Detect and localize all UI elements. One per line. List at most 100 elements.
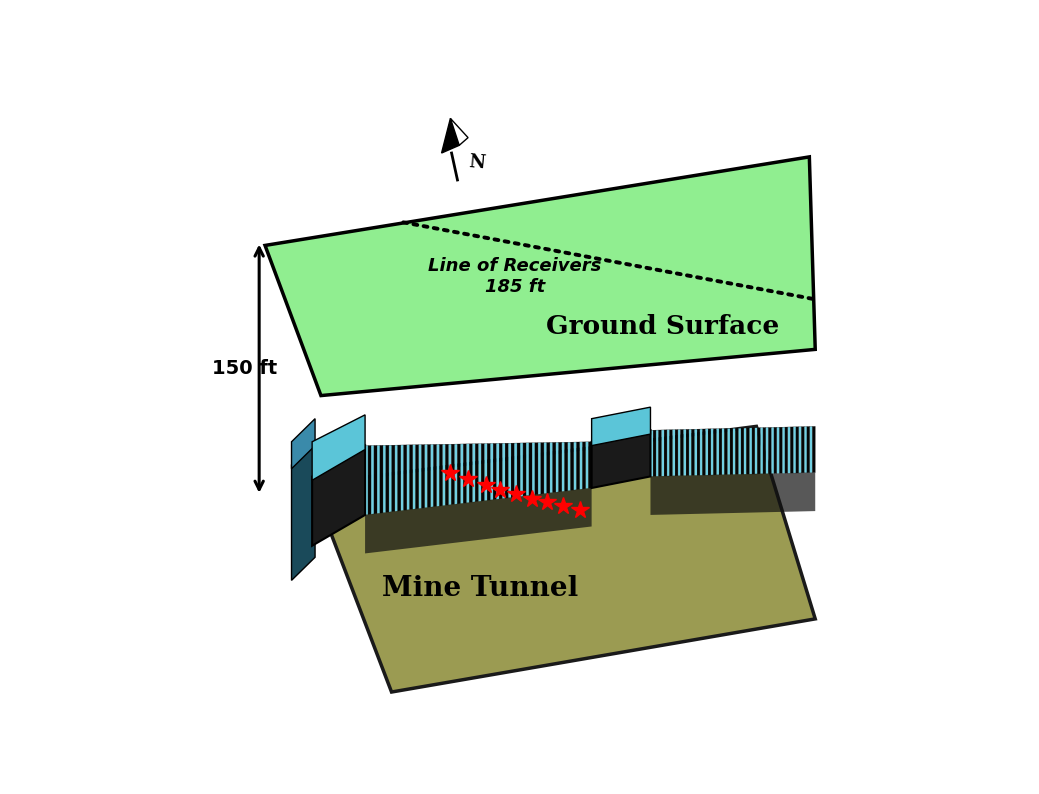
Polygon shape [312,445,365,545]
Polygon shape [439,445,443,506]
Polygon shape [664,430,667,476]
Polygon shape [412,445,416,509]
Polygon shape [292,441,315,580]
Polygon shape [722,429,724,475]
Polygon shape [757,428,761,474]
Polygon shape [547,442,550,493]
Polygon shape [774,427,777,473]
Polygon shape [497,443,499,499]
Polygon shape [449,444,452,505]
Polygon shape [591,430,650,488]
Polygon shape [681,430,684,476]
Polygon shape [368,445,371,515]
Polygon shape [771,427,774,473]
Polygon shape [589,441,591,488]
Polygon shape [700,429,702,476]
Polygon shape [407,445,409,510]
Polygon shape [450,118,468,145]
Polygon shape [365,488,591,553]
Polygon shape [511,443,514,498]
Polygon shape [521,443,523,496]
Polygon shape [457,444,460,504]
Polygon shape [442,118,459,153]
Polygon shape [371,445,374,515]
Polygon shape [689,430,692,476]
Polygon shape [662,430,664,476]
Polygon shape [654,430,656,476]
Polygon shape [419,445,422,508]
Text: Ground Surface: Ground Surface [545,314,779,339]
Polygon shape [526,443,529,495]
Polygon shape [392,445,395,512]
Polygon shape [716,429,719,475]
Polygon shape [791,427,793,473]
Polygon shape [535,443,538,495]
Polygon shape [711,429,714,475]
Text: Mine Tunnel: Mine Tunnel [381,575,578,602]
Polygon shape [443,445,446,506]
Polygon shape [499,443,502,499]
Polygon shape [505,443,508,499]
Polygon shape [732,428,736,475]
Polygon shape [799,426,801,473]
Text: 150 ft: 150 ft [212,359,277,378]
Polygon shape [684,430,686,476]
Polygon shape [766,427,769,474]
Polygon shape [502,443,505,499]
Polygon shape [529,443,532,495]
Polygon shape [804,426,807,473]
Polygon shape [422,445,425,508]
Polygon shape [383,445,385,513]
Polygon shape [697,429,700,476]
Polygon shape [672,430,675,476]
Polygon shape [312,414,365,480]
Polygon shape [586,441,589,488]
Polygon shape [541,442,544,494]
Polygon shape [428,445,430,507]
Polygon shape [377,445,380,514]
Polygon shape [425,445,428,508]
Polygon shape [567,442,570,491]
Polygon shape [452,444,454,505]
Polygon shape [801,426,804,473]
Polygon shape [544,442,547,494]
Polygon shape [692,430,694,476]
Polygon shape [793,427,796,473]
Polygon shape [650,472,816,515]
Polygon shape [389,445,392,512]
Polygon shape [553,442,556,492]
Polygon shape [736,428,739,475]
Polygon shape [739,428,741,474]
Polygon shape [473,444,476,502]
Polygon shape [532,443,535,495]
Polygon shape [675,430,677,476]
Polygon shape [433,445,436,507]
Polygon shape [777,427,779,473]
Polygon shape [788,427,791,473]
Polygon shape [385,445,389,512]
Polygon shape [265,157,816,395]
Polygon shape [749,428,752,474]
Polygon shape [538,442,541,495]
Polygon shape [476,444,478,502]
Polygon shape [374,445,377,514]
Polygon shape [659,430,662,476]
Polygon shape [670,430,672,476]
Polygon shape [565,442,567,491]
Polygon shape [782,427,785,473]
Polygon shape [494,443,497,499]
Polygon shape [398,445,401,511]
Polygon shape [577,442,580,490]
Polygon shape [446,444,449,505]
Polygon shape [656,430,659,476]
Polygon shape [580,442,583,489]
Polygon shape [694,429,697,476]
Polygon shape [747,428,749,474]
Polygon shape [583,442,586,489]
Polygon shape [487,444,490,500]
Polygon shape [779,427,782,473]
Polygon shape [365,445,368,515]
Polygon shape [807,426,809,472]
Polygon shape [454,444,457,504]
Polygon shape [714,429,716,475]
